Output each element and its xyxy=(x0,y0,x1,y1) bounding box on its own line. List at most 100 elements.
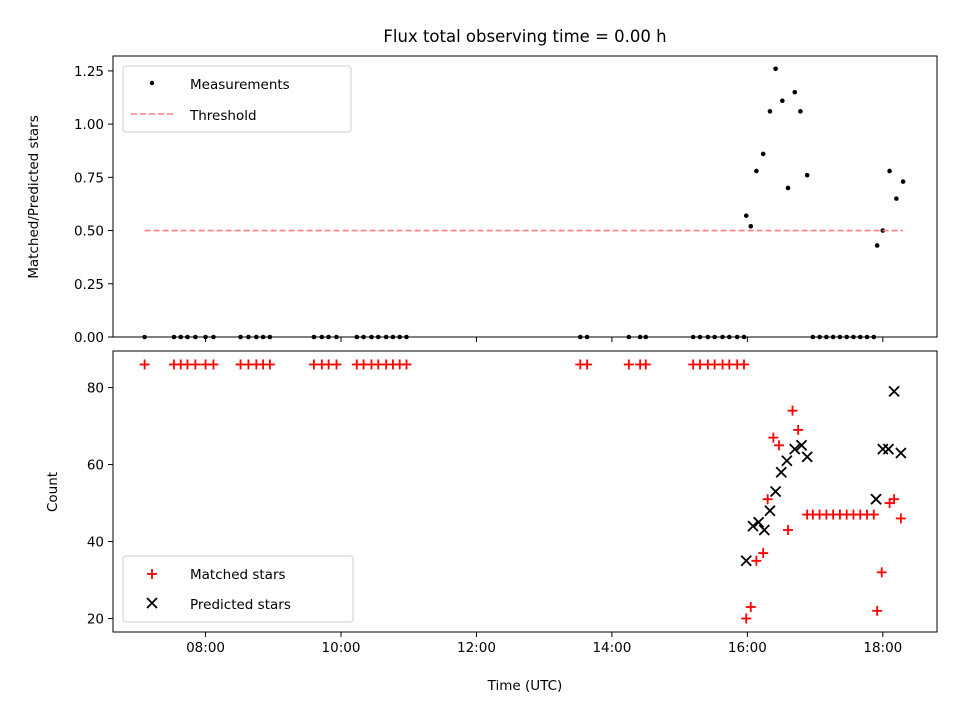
top-y-tick-label: 0.50 xyxy=(74,224,104,240)
predicted-star-point xyxy=(801,451,813,463)
measurement-point xyxy=(894,196,899,201)
matched-star-point xyxy=(208,359,219,370)
predicted-star-stroke-b xyxy=(758,524,770,536)
matched-star-point xyxy=(264,359,275,370)
bottom-y-tick-label: 80 xyxy=(87,381,104,397)
predicted-star-point xyxy=(747,520,759,532)
top-y-tick-label: 1.00 xyxy=(74,117,104,133)
predicted-star-point xyxy=(775,466,787,478)
matched-star-point xyxy=(745,601,756,612)
bottom-y-tick-label: 60 xyxy=(87,458,104,474)
predicted-star-stroke-b xyxy=(895,447,907,459)
predicted-star-stroke-b xyxy=(789,443,801,455)
predicted-star-stroke-b xyxy=(781,455,793,467)
measurement-point xyxy=(792,89,798,95)
measurement-point xyxy=(804,172,810,178)
matched-star-point xyxy=(768,432,779,443)
predicted-star-stroke-b xyxy=(801,451,813,463)
predicted-star-stroke-b xyxy=(764,505,776,517)
x-tick-label: 12:00 xyxy=(457,640,496,656)
predicted-star-point xyxy=(888,385,900,398)
matched-star-point xyxy=(139,359,150,370)
matched-star-point xyxy=(640,359,651,370)
legend-threshold-label: Threshold xyxy=(189,108,257,124)
bottom-y-axis: 20 40 60 80 xyxy=(87,381,113,628)
bottom-y-axis-label: Count xyxy=(45,472,61,512)
top-y-tick-label: 1.25 xyxy=(74,64,104,80)
matched-star-point xyxy=(762,494,773,505)
bottom-legend-frame xyxy=(122,555,354,623)
predicted-star-stroke-b xyxy=(740,555,752,567)
top-panel: 0.00 0.25 0.50 0.75 1.00 1.25 Matched/Predict… xyxy=(26,55,938,346)
measurement-point xyxy=(780,98,785,104)
bottom-legend: Matched stars Predicted stars xyxy=(122,555,354,623)
predicted-star-point xyxy=(758,524,770,536)
matched-star-point xyxy=(876,567,887,578)
matched-star-point xyxy=(783,524,794,535)
matched-star-point xyxy=(190,359,201,370)
matched-star-point xyxy=(751,555,762,566)
predicted-star-point xyxy=(740,555,752,567)
predicted-star-point xyxy=(882,443,895,455)
measurement-point xyxy=(887,168,892,174)
x-tick-label: 14:00 xyxy=(592,640,631,656)
predicted-star-stroke-b xyxy=(882,443,895,455)
matched-star-point xyxy=(872,605,883,616)
top-x-ticks xyxy=(205,337,884,342)
bottom-x-axis-label: Time (UTC) xyxy=(487,678,563,694)
bottom-y-tick-label: 40 xyxy=(87,535,104,551)
matched-star-point xyxy=(773,440,784,451)
measurement-point xyxy=(785,185,791,191)
top-y-tick-label: 0.75 xyxy=(74,170,104,186)
bottom-plot-area xyxy=(139,359,907,624)
predicted-star-stroke-b xyxy=(870,493,882,505)
matched-star-point xyxy=(401,359,412,370)
measurement-point xyxy=(748,224,754,229)
legend-measurements-marker xyxy=(149,80,155,86)
top-axes-frame xyxy=(112,55,938,338)
chart-title: Flux total observing time = 0.00 h xyxy=(383,27,666,46)
matched-star-point xyxy=(582,359,593,370)
measurement-point xyxy=(754,168,759,174)
top-legend-frame xyxy=(122,65,352,133)
matched-star-point xyxy=(787,405,798,416)
matched-star-point xyxy=(623,359,634,370)
predicted-star-point xyxy=(789,443,801,455)
legend-matched-marker xyxy=(147,569,157,579)
measurement-point xyxy=(874,243,880,248)
measurement-point xyxy=(900,179,906,184)
measurement-point xyxy=(773,66,778,72)
matched-star-point xyxy=(331,359,342,370)
legend-measurements-label: Measurements xyxy=(190,77,290,93)
matched-star-point xyxy=(889,494,900,505)
matched-star-point xyxy=(758,548,769,559)
x-tick-label: 16:00 xyxy=(728,640,767,656)
x-tick-label: 08:00 xyxy=(186,640,225,656)
matched-star-point xyxy=(738,359,749,370)
predicted-star-point xyxy=(769,485,782,498)
matched-star-point xyxy=(741,613,752,624)
matched-star-point xyxy=(793,424,804,435)
predicted-star-point xyxy=(764,505,776,517)
predicted-star-stroke-b xyxy=(888,385,900,398)
predicted-star-stroke-b xyxy=(795,439,808,451)
measurement-point xyxy=(743,213,749,218)
bottom-y-tick-label: 20 xyxy=(87,612,104,628)
predicted-star-stroke-b xyxy=(775,466,787,478)
predicted-star-stroke-b xyxy=(753,516,765,528)
bottom-x-axis: 08:00 10:00 12:00 14:00 16:00 18:00 xyxy=(186,632,902,656)
predicted-star-point xyxy=(781,455,793,467)
top-plot-area xyxy=(142,66,906,340)
x-tick-label: 10:00 xyxy=(322,640,361,656)
measurement-point xyxy=(767,109,773,114)
measurement-point xyxy=(798,109,803,114)
top-y-axis-label: Matched/Predicted stars xyxy=(26,115,42,278)
measurement-point xyxy=(760,151,766,157)
matched-star-point xyxy=(868,509,879,520)
legend-matched-label: Matched stars xyxy=(190,567,286,583)
top-y-tick-label: 0.25 xyxy=(74,277,104,293)
predicted-star-stroke-b xyxy=(747,520,759,532)
top-y-axis: 0.00 0.25 0.50 0.75 1.00 1.25 xyxy=(74,64,113,346)
